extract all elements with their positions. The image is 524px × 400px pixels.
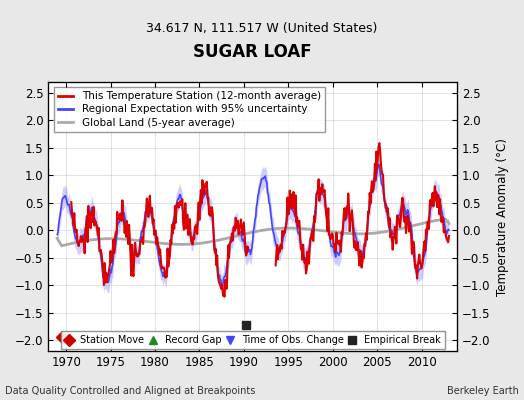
Text: Data Quality Controlled and Aligned at Breakpoints: Data Quality Controlled and Aligned at B…: [5, 386, 256, 396]
Text: Berkeley Earth: Berkeley Earth: [447, 386, 519, 396]
Legend: Station Move, Record Gap, Time of Obs. Change, Empirical Break: Station Move, Record Gap, Time of Obs. C…: [61, 331, 445, 349]
Text: 34.617 N, 111.517 W (United States): 34.617 N, 111.517 W (United States): [146, 22, 378, 35]
Y-axis label: Temperature Anomaly (°C): Temperature Anomaly (°C): [496, 138, 509, 296]
Title: SUGAR LOAF: SUGAR LOAF: [193, 43, 312, 61]
